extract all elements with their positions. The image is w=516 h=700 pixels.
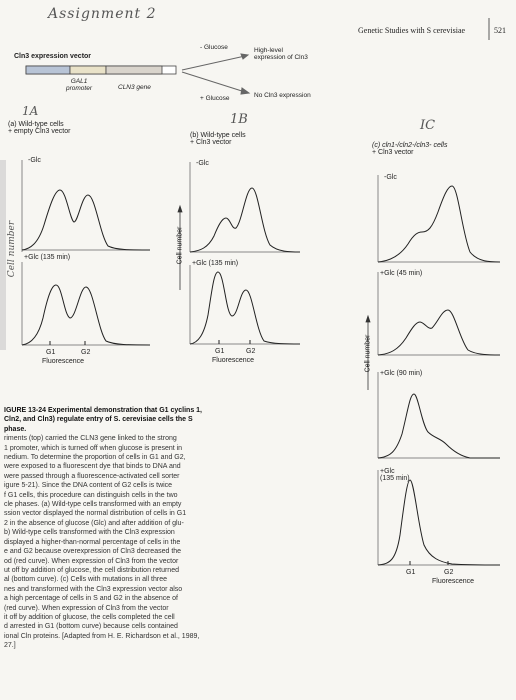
caption-line: 1 promoter, which is turned off when glu… [4,444,183,452]
panel-b-g1-label: G1 [215,348,225,355]
caption-line: riments (top) carried the CLN3 gene link… [4,435,177,443]
caption-line: ional Cln proteins. [Adapted from H. E. … [4,632,200,640]
panel-a-plus-glc-label: +Glc (135 min) [24,254,71,261]
panel-a-y-axis-label: Cell number [7,220,17,278]
panel-b-y-axis-label: Cell number [176,226,184,265]
panel-a-title: (a) Wild-type cells + empty Cln3 vector [8,121,71,135]
caption-line: igure 5-21). Since the DNA content of G2… [4,482,173,490]
panel-b-g2-label: G2 [246,348,256,355]
caption-line: f G1 cells, this procedure can distingui… [4,491,178,499]
page-number: 521 [494,26,506,35]
cln3-gene-label: CLN3 gene [118,84,151,91]
caption-body: riments (top) carried the CLN3 gene link… [4,434,216,650]
caption-line: 2 in the absence of glucose (Glc) and af… [4,519,184,527]
caption-line: cle phases. (a) Wild-type cells transfor… [4,501,182,509]
caption-line: a high percentage of cells in S and G2 i… [4,595,178,603]
vector-arrows [181,53,251,95]
caption-line: b) Wild-type cells transformed with the … [4,529,175,537]
no-expression-label: No Cln3 expression [254,92,311,99]
minus-glucose-label: - Glucose [200,44,228,51]
plus-glucose-label: + Glucose [200,95,230,102]
expression-vector-bar [25,65,177,75]
caption-line: nedium. To determine the proportion of c… [4,454,186,462]
panel-c-y-axis-label: Cell number [364,334,372,373]
caption-line: displayed a higher-than-normal percentag… [4,538,181,546]
high-level-expression-label: High-level expression of Cln3 [254,47,308,61]
figure-caption: IGURE 13-24 Experimental demonstration t… [4,406,216,651]
panel-b-x-axis-label: Fluorescence [212,357,255,364]
panel-b-title: (b) Wild-type cells + Cln3 vector [190,132,246,146]
panel-a-hand-label: 1A [22,104,39,118]
caption-line: nes and transformed with the Cln3 expres… [4,585,183,593]
caption-heading: IGURE 13-24 Experimental demonstration t… [4,407,203,433]
panel-a-g1-label: G1 [46,349,56,356]
panel-c-hand-label: IC [420,118,436,133]
caption-line: ssion vector displayed the normal distri… [4,510,187,518]
panel-c-x-axis-label: Fluorescence [432,578,475,585]
panel-c-g2-label: G2 [444,569,454,576]
panel-c-title: (c) cln1-/cln2-/cln3- cells + Cln3 vecto… [372,142,448,156]
panel-b-histograms [189,162,301,345]
caption-line: 27.] [4,642,16,650]
panel-c-90min-label: +Glc (90 min) [380,370,423,377]
panel-b-plus-glc-label: +Glc (135 min) [192,260,239,267]
panel-c-minus-glc-label: -Glc [384,174,397,181]
vector-title: Cln3 expression vector [14,53,92,60]
panel-a-g2-label: G2 [81,349,91,356]
panel-a-minus-glc-label: -Glc [28,157,41,164]
y-axis-arrows [177,204,371,390]
running-head: Genetic Studies with S cerevisiae [358,26,466,35]
panel-c-135min-label: +Glc (135 min) [380,468,410,482]
caption-line: (red curve). When expression of Cln3 fro… [4,604,169,612]
caption-line: ut off by addition of glucose, the cell … [4,566,179,574]
caption-line: were passed through a fluorescence-activ… [4,472,180,480]
gal1-promoter-label: GAL1 promoter [66,78,93,92]
caption-line: e and G2 because overexpression of Cln3 … [4,548,182,556]
caption-line: it off by addition of glucose, the cells… [4,613,175,621]
caption-line: were exposed to a fluorescent dye that b… [4,463,181,471]
panel-b-minus-glc-label: -Glc [196,160,209,167]
panel-a-x-axis-label: Fluorescence [42,358,85,365]
caption-line: d arrested in G1 (bottom curve) because … [4,623,178,631]
handwritten-title: Assignment 2 [48,6,157,22]
panel-b-hand-label: 1B [230,112,248,127]
panel-c-g1-label: G1 [406,569,416,576]
caption-line: od (red curve). When expression of Cln3 … [4,557,179,565]
caption-line: al (bottom curve). (c) Cells with mutati… [4,576,167,584]
panel-a-histograms [21,160,151,346]
panel-c-45min-label: +Glc (45 min) [380,270,423,277]
panel-c-histograms [377,175,501,566]
